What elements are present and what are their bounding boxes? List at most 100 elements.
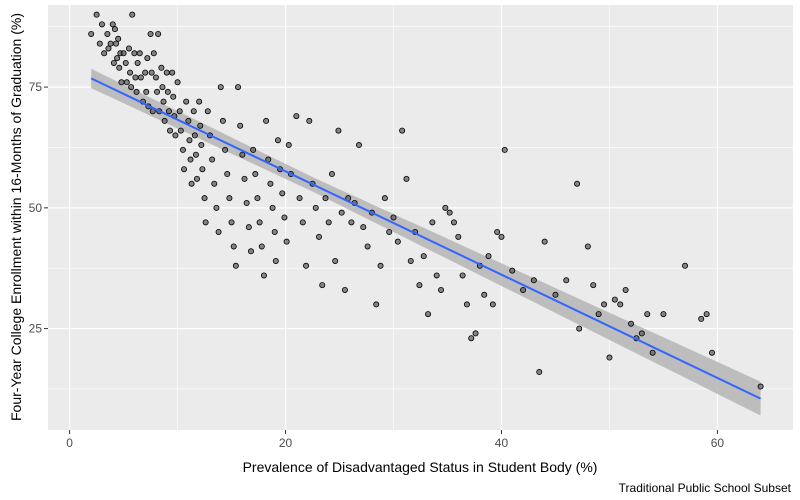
caption: Traditional Public School Subset <box>619 481 792 495</box>
data-point <box>160 98 167 105</box>
data-point <box>279 190 286 197</box>
data-point <box>128 84 135 91</box>
data-point <box>386 228 393 235</box>
data-point <box>235 84 242 91</box>
x-axis-title: Prevalence of Disadvantaged Status in St… <box>243 459 598 475</box>
data-point <box>111 26 118 33</box>
data-point <box>252 171 259 178</box>
data-point <box>191 132 198 139</box>
data-point <box>243 200 250 207</box>
data-point <box>328 171 335 178</box>
data-point <box>165 108 172 115</box>
data-point <box>319 282 326 289</box>
data-point <box>494 228 501 235</box>
data-point <box>232 262 239 269</box>
data-point <box>113 40 120 47</box>
data-point <box>133 88 140 95</box>
data-point <box>120 50 127 57</box>
data-point <box>442 204 449 211</box>
data-point <box>348 219 355 226</box>
data-point <box>122 59 129 66</box>
data-point <box>159 84 166 91</box>
data-point <box>228 219 235 226</box>
data-point <box>201 195 208 202</box>
data-point <box>463 301 470 308</box>
data-point <box>601 301 608 308</box>
data-point <box>606 354 613 361</box>
data-point <box>472 330 479 337</box>
data-point <box>425 311 432 318</box>
data-point <box>190 108 197 115</box>
data-point <box>199 166 206 173</box>
data-point <box>125 45 132 52</box>
data-point <box>306 117 313 124</box>
data-point <box>239 151 246 158</box>
data-point <box>260 272 267 279</box>
data-point <box>420 253 427 260</box>
data-point <box>169 69 176 76</box>
data-point <box>481 291 488 298</box>
data-point <box>660 311 667 318</box>
data-point <box>698 315 705 322</box>
data-point <box>123 79 130 86</box>
data-point <box>332 257 339 264</box>
data-point <box>335 127 342 134</box>
data-point <box>114 55 121 62</box>
data-point <box>197 122 204 129</box>
data-point <box>757 383 764 390</box>
data-point <box>254 195 261 202</box>
y-axis-title: Four-Year College Enrollment within 16-M… <box>8 13 24 421</box>
data-point <box>498 233 505 240</box>
data-point <box>116 64 123 71</box>
data-point <box>563 277 570 284</box>
data-point <box>316 233 323 240</box>
data-point <box>407 257 414 264</box>
data-point <box>299 219 306 226</box>
data-point <box>256 219 263 226</box>
data-point <box>403 175 410 182</box>
axis-ticks: 0 20 40 60 25 50 75 <box>29 80 725 450</box>
data-point <box>219 117 226 124</box>
data-point <box>703 311 710 318</box>
data-point <box>584 243 591 250</box>
data-point <box>247 248 254 255</box>
data-point <box>224 171 231 178</box>
data-point <box>147 30 154 37</box>
data-point <box>179 146 186 153</box>
data-point <box>489 301 496 308</box>
data-point <box>250 146 257 153</box>
data-point <box>144 55 151 62</box>
data-point <box>181 166 188 173</box>
data-point <box>118 79 125 86</box>
data-point <box>322 195 329 202</box>
grid-lines <box>48 5 793 430</box>
data-point <box>134 59 141 66</box>
data-point <box>394 238 401 245</box>
data-point <box>217 84 224 91</box>
data-point <box>285 142 292 149</box>
data-point <box>574 180 581 187</box>
data-point <box>177 127 184 134</box>
data-point <box>429 219 436 226</box>
trend-line-group <box>90 77 762 400</box>
data-point <box>312 204 319 211</box>
data-point <box>105 45 112 52</box>
data-point <box>110 59 117 66</box>
data-point <box>628 320 635 327</box>
data-point <box>293 113 300 120</box>
data-point <box>136 50 143 57</box>
data-point <box>215 228 222 235</box>
data-point <box>271 228 278 235</box>
trend-line <box>90 77 762 400</box>
data-point <box>552 291 559 298</box>
data-point <box>576 325 583 332</box>
data-point <box>536 369 543 376</box>
data-point <box>241 175 248 182</box>
data-point <box>485 253 492 260</box>
y-tick-label: 75 <box>29 80 43 94</box>
data-point <box>263 117 270 124</box>
data-point <box>468 335 475 342</box>
data-point <box>107 40 114 47</box>
data-point <box>450 219 457 226</box>
